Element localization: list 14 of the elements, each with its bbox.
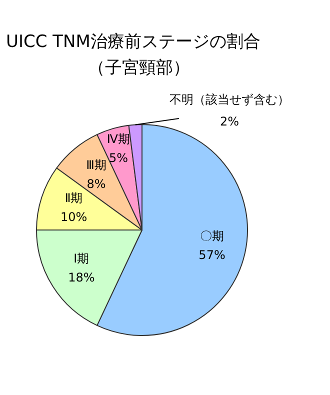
data-label: 8% <box>86 176 106 191</box>
slice-label: 〇期 <box>200 228 224 243</box>
slice-label: Ⅱ期 <box>64 190 83 205</box>
slice-label: Ⅲ期 <box>86 158 106 172</box>
data-label: 18% <box>68 270 95 285</box>
data-label: 5% <box>108 151 128 166</box>
data-label: 57% <box>198 248 226 262</box>
data-label: 10% <box>60 210 88 224</box>
slice-label: Ⅰ期 <box>74 252 90 266</box>
chart-title: UICC TNM治療前ステージの割合 <box>6 31 260 53</box>
chart-subtitle: （子宮頸部） <box>88 57 190 79</box>
data-label: 2% <box>220 114 240 129</box>
slice-label: 不明（該当せず含む） <box>170 92 290 107</box>
slice-label: Ⅳ期 <box>106 132 130 146</box>
